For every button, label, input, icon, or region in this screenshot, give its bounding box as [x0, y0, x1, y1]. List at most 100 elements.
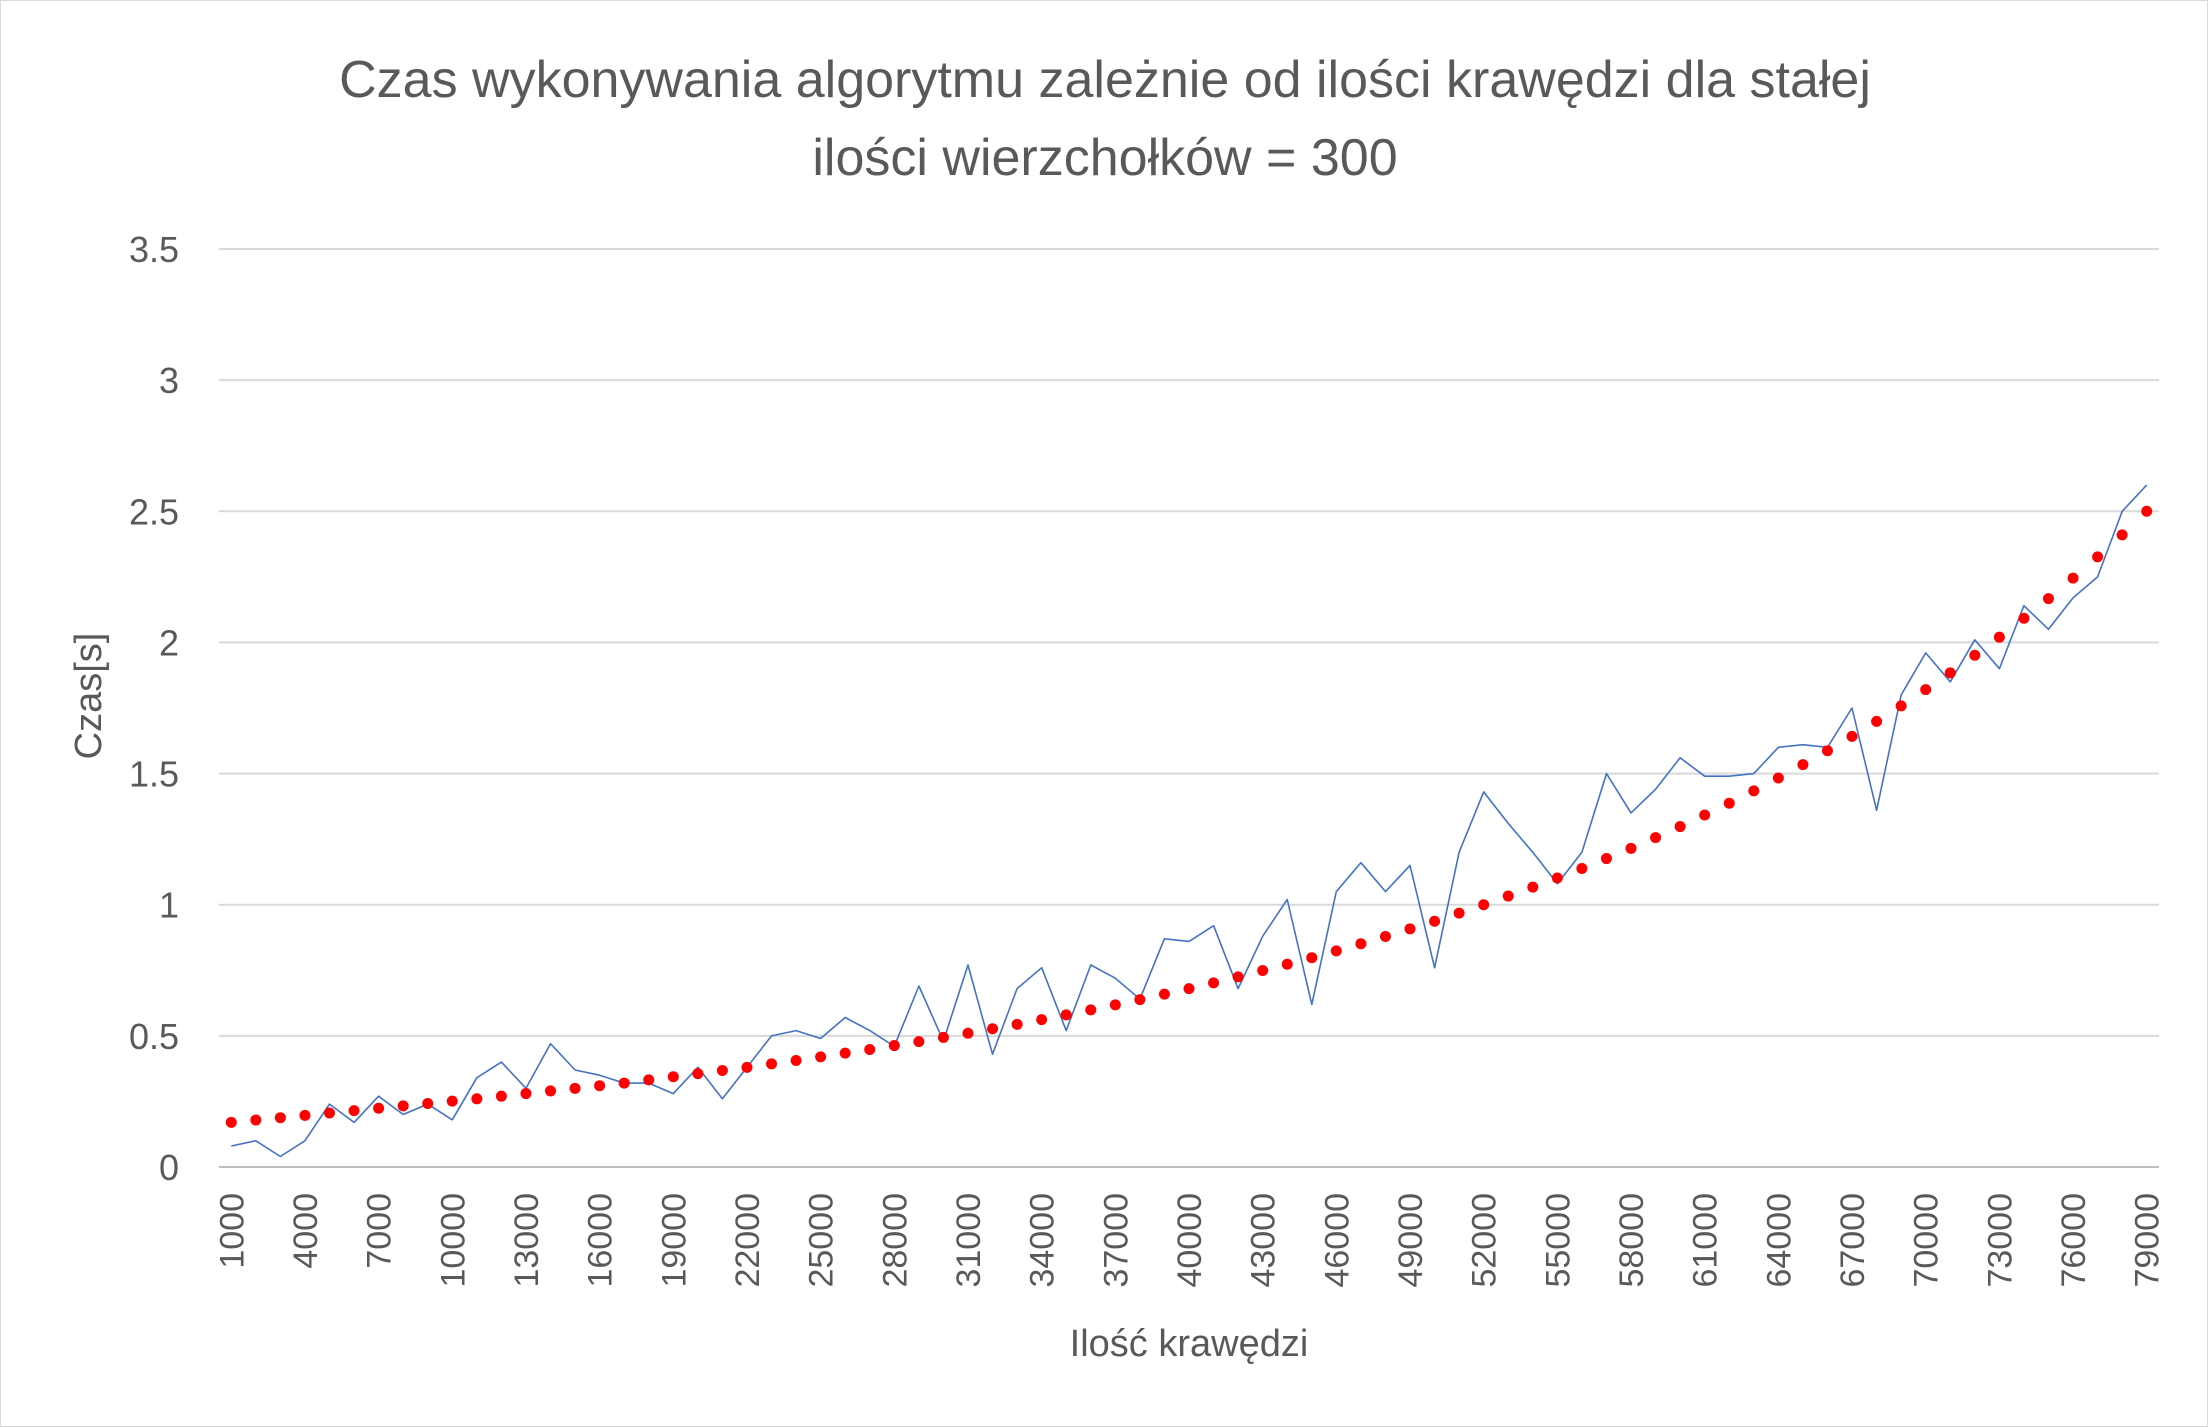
trendline-dot [594, 1080, 606, 1092]
trendline-dot [1821, 745, 1833, 757]
trendline-dot [324, 1107, 336, 1119]
trendline-dot [1625, 842, 1637, 854]
trendline-dot [913, 1036, 925, 1048]
trendline-dot [766, 1058, 778, 1070]
trendline-dot [1183, 983, 1195, 995]
trendline-dot [692, 1068, 704, 1080]
trendline-dot [2141, 505, 2153, 517]
trendline-dot [274, 1112, 286, 1124]
trendline-dot [299, 1109, 311, 1121]
trendline-dot [1134, 994, 1146, 1006]
trendline-dot [422, 1098, 434, 1110]
trendline-dot [1993, 631, 2005, 643]
trendline-dot [937, 1031, 949, 1043]
x-tick-label: 28000 [876, 1193, 914, 1288]
trendline-dot [716, 1064, 728, 1076]
trendline-dot [1551, 872, 1563, 884]
trendline-dot [1527, 881, 1539, 893]
x-tick-label: 64000 [1760, 1193, 1798, 1288]
trendline-dot [643, 1074, 655, 1086]
trendline-dot [987, 1023, 999, 1035]
trendline-dot [1281, 958, 1293, 970]
x-tick-label: 58000 [1613, 1193, 1651, 1288]
trendline-dot [1232, 971, 1244, 983]
trendline-dot [1748, 785, 1760, 797]
trendline-dot [520, 1088, 532, 1100]
trendline-dot [2067, 572, 2079, 584]
y-tick-label: 0 [159, 1147, 179, 1188]
trendline-dot [790, 1055, 802, 1067]
trendline-dot [1674, 821, 1686, 833]
x-tick-label: 76000 [2055, 1193, 2093, 1288]
y-axis-title: Czas[s] [68, 633, 110, 760]
trendline-dot [1429, 915, 1441, 927]
x-tick-label: 73000 [1981, 1193, 2019, 1288]
trendline-dot [1355, 938, 1367, 950]
trendline-dot [864, 1043, 876, 1055]
x-tick-label: 55000 [1539, 1193, 1577, 1288]
trendline-dot [1650, 832, 1662, 844]
x-tick-label: 10000 [434, 1193, 472, 1288]
x-tick-label: 49000 [1392, 1193, 1430, 1288]
trendline-dot [1011, 1018, 1023, 1030]
trendline-dot [1330, 945, 1342, 957]
trendline-dot [2092, 551, 2104, 563]
trendline-dot [1920, 684, 1932, 696]
trendline-dot [471, 1093, 483, 1105]
trendline-dot [815, 1051, 827, 1063]
x-tick-label: 52000 [1466, 1193, 1504, 1288]
x-axis-title: Ilość krawędzi [1070, 1323, 1309, 1365]
chart-title-line-2: ilości wierzchołków = 300 [812, 129, 1398, 187]
x-tick-label: 79000 [2129, 1193, 2167, 1288]
trendline-dot [618, 1077, 630, 1089]
series-layer [225, 484, 2153, 1158]
x-tick-label: 25000 [803, 1193, 841, 1288]
y-tick-label: 1 [159, 885, 179, 926]
trendline-dot [1208, 977, 1220, 989]
x-tick-label: 1000 [213, 1193, 251, 1269]
x-tick-label: 37000 [1097, 1193, 1135, 1288]
chart-title: Czas wykonywania algorytmu zależnie od i… [1, 41, 2208, 197]
x-tick-label: 34000 [1024, 1193, 1062, 1288]
y-tick-label: 2.5 [129, 491, 179, 532]
x-tick-label: 22000 [729, 1193, 767, 1288]
trendline-dot [1600, 853, 1612, 865]
trendline-dot [1723, 797, 1735, 809]
trendline-dot [1502, 890, 1514, 902]
trendline-dot [1036, 1014, 1048, 1026]
trendline-dot [962, 1027, 974, 1039]
trendline-dot [1772, 772, 1784, 784]
trendline-dot [1158, 988, 1170, 1000]
chart-title-line-1: Czas wykonywania algorytmu zależnie od i… [339, 51, 1871, 109]
trendline-dot [1846, 730, 1858, 742]
trendline-dot [446, 1095, 458, 1107]
trendline-dot [839, 1047, 851, 1059]
y-tick-label: 1.5 [129, 754, 179, 795]
trendline-dot [1895, 700, 1907, 712]
x-tick-label: 46000 [1318, 1193, 1356, 1288]
trendline-dot [225, 1116, 237, 1128]
trendline-dot [1969, 649, 1981, 661]
trendline-dot [1085, 1004, 1097, 1016]
trendline-dot [2042, 593, 2054, 605]
trendline-dot [2116, 529, 2128, 541]
trendline-dot [373, 1102, 385, 1114]
trendline-dot [397, 1100, 409, 1112]
trendline-dot [667, 1071, 679, 1083]
trendline-dot [1797, 759, 1809, 771]
trendline-dot [495, 1090, 507, 1102]
y-tick-label: 2 [159, 622, 179, 663]
x-tick-label: 13000 [508, 1193, 546, 1288]
trendline-dot [250, 1114, 262, 1126]
gridlines [219, 248, 2159, 1168]
trendline-dot [888, 1040, 900, 1052]
x-tick-label: 7000 [361, 1193, 399, 1269]
y-tick-label: 0.5 [129, 1016, 179, 1057]
x-tick-label: 31000 [950, 1193, 988, 1288]
trendline-dot [1404, 923, 1416, 935]
x-tick-label: 19000 [655, 1193, 693, 1288]
x-tick-label: 67000 [1834, 1193, 1872, 1288]
trendline-dot [1944, 667, 1956, 679]
trendline-dot [1306, 952, 1318, 964]
